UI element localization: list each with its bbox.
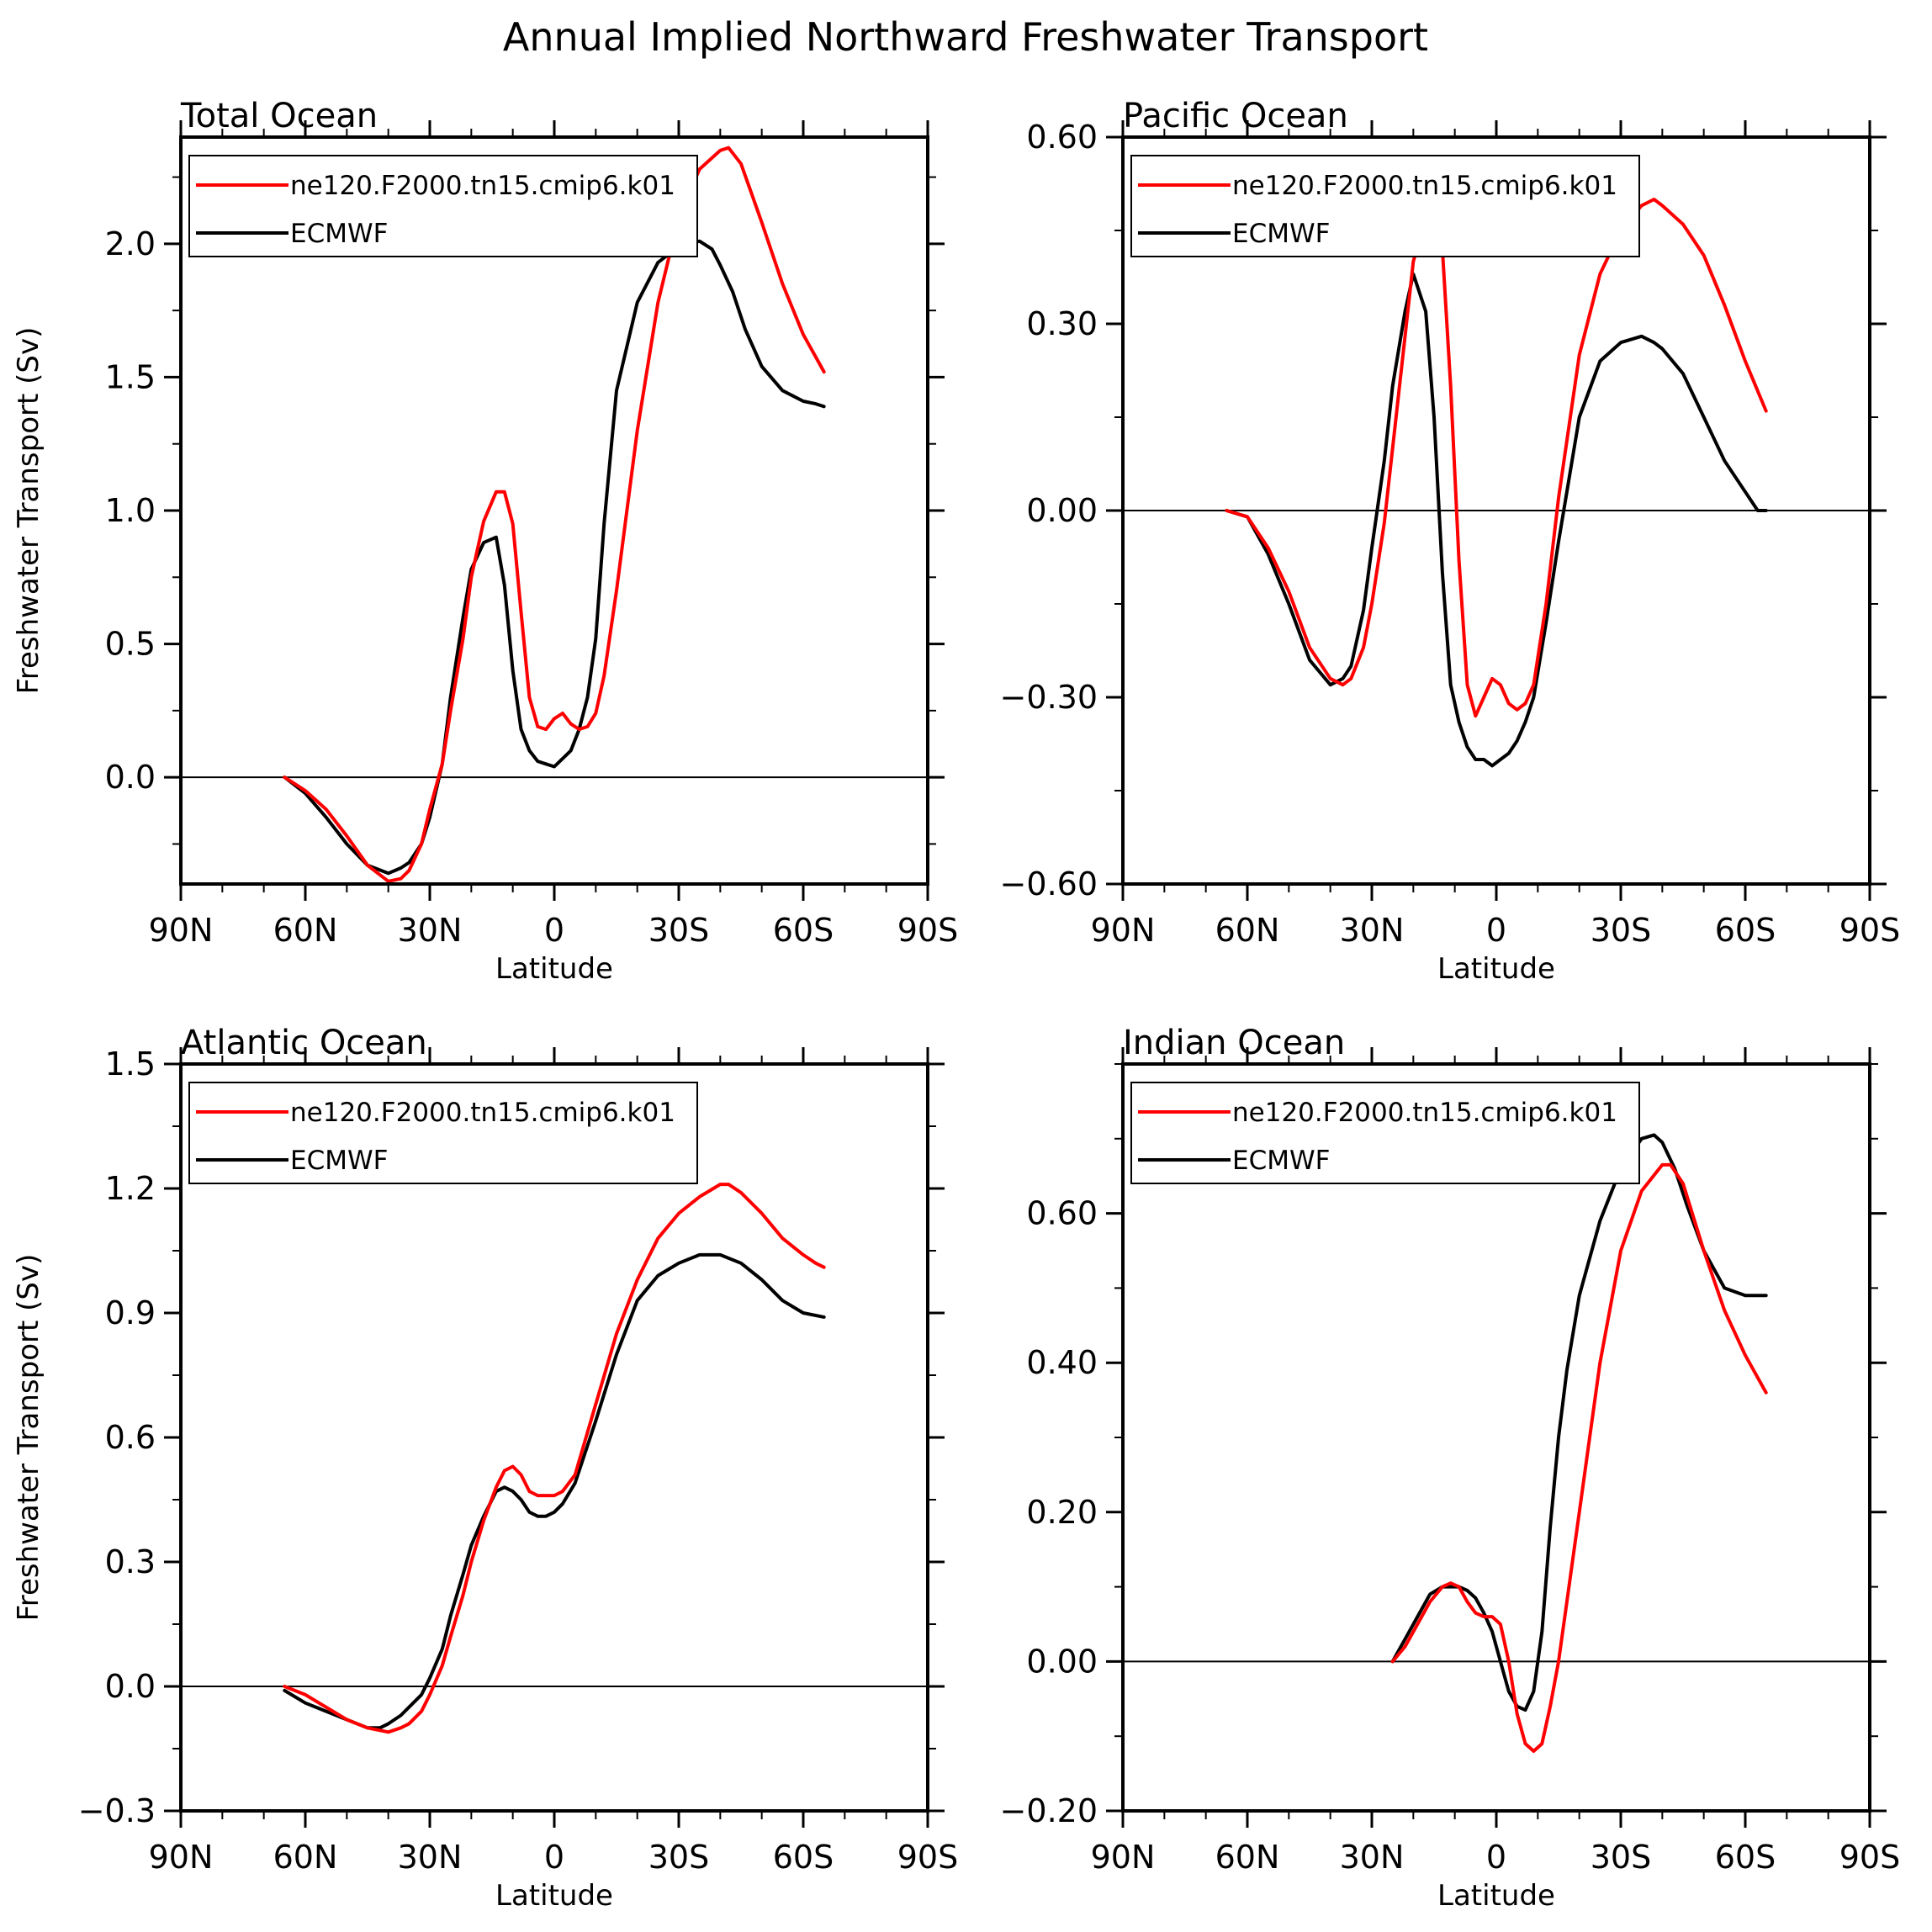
x-tick-label: 90S bbox=[897, 912, 958, 949]
legend-label-ecmwf: ECMWF bbox=[290, 1146, 388, 1176]
x-tick-label: 90S bbox=[1839, 912, 1900, 949]
panels: Total Ocean 90N 60N 30N 0 30S 60S 90S 0.0 0.5 1.0 1… bbox=[12, 97, 1900, 1913]
plot-frame bbox=[179, 135, 929, 886]
x-tick-label: 30N bbox=[1340, 912, 1405, 949]
y-tick-label: 0.40 bbox=[1026, 1344, 1098, 1381]
y-tick-label: 0.6 bbox=[105, 1419, 156, 1456]
legend: ne120.F2000.tn15.cmip6.k01 ECMWF bbox=[188, 1082, 698, 1184]
legend-box bbox=[188, 155, 698, 257]
x-tick-label: 30S bbox=[1591, 1839, 1651, 1876]
y-tick-label: 0.5 bbox=[105, 626, 156, 663]
series-line-ne120-f2000-tn15-cmip6-k01 bbox=[1390, 1162, 1768, 1753]
x-tick-label: 30S bbox=[648, 1839, 709, 1876]
x-tick-label: 90N bbox=[149, 1839, 214, 1876]
x-tick-label: 60N bbox=[1215, 912, 1280, 949]
x-tick-label: 30S bbox=[1591, 912, 1651, 949]
x-axis-label: Latitude bbox=[1437, 952, 1555, 986]
x-tick-label: 90S bbox=[1839, 1839, 1900, 1876]
plot-frame bbox=[1121, 135, 1871, 886]
y-axis-label: Freshwater Transport (Sv) bbox=[12, 1254, 45, 1622]
panel-atlantic-ocean: Atlantic Ocean 90N 60N 30N 0 30S 60S 90S −0.3 0.0… bbox=[12, 1024, 958, 1913]
legend-box bbox=[1130, 155, 1640, 257]
x-tick-label: 60N bbox=[1215, 1839, 1280, 1876]
x-tick-label: 30S bbox=[648, 912, 709, 949]
series-line-ecmwf bbox=[1390, 1133, 1768, 1712]
legend-label-ecmwf: ECMWF bbox=[290, 219, 388, 249]
y-tick-label: 1.5 bbox=[105, 358, 156, 395]
x-tick-label: 60N bbox=[273, 1839, 338, 1876]
x-tick-label: 90N bbox=[149, 912, 214, 949]
legend-label-ne120-f2000-tn15-cmip6-k01: ne120.F2000.tn15.cmip6.k01 bbox=[290, 1098, 675, 1128]
x-tick-label: 60S bbox=[1715, 912, 1776, 949]
y-tick-label: −0.60 bbox=[1000, 865, 1098, 902]
x-tick-label: 90N bbox=[1091, 1839, 1156, 1876]
y-tick-label: 0.0 bbox=[105, 1668, 156, 1705]
y-tick-label: −0.30 bbox=[1000, 679, 1098, 716]
series-line-ecmwf bbox=[1225, 272, 1768, 768]
x-tick-label: 60S bbox=[773, 912, 834, 949]
x-tick-label: 0 bbox=[1486, 912, 1506, 949]
x-axis-label: Latitude bbox=[495, 1879, 613, 1913]
y-tick-label: 0.30 bbox=[1026, 305, 1098, 342]
x-tick-label: 60S bbox=[1715, 1839, 1776, 1876]
x-axis-label: Latitude bbox=[495, 952, 613, 986]
series-line-ne120-f2000-tn15-cmip6-k01 bbox=[1225, 198, 1768, 718]
legend: ne120.F2000.tn15.cmip6.k01 ECMWF bbox=[188, 155, 698, 257]
y-tick-label: 0.3 bbox=[105, 1543, 156, 1580]
x-tick-label: 0 bbox=[544, 912, 564, 949]
series-group bbox=[283, 146, 826, 883]
legend: ne120.F2000.tn15.cmip6.k01 ECMWF bbox=[1130, 1082, 1640, 1184]
y-tick-label: 0.00 bbox=[1026, 1643, 1098, 1680]
legend-label-ne120-f2000-tn15-cmip6-k01: ne120.F2000.tn15.cmip6.k01 bbox=[1232, 1098, 1617, 1128]
series-line-ne120-f2000-tn15-cmip6-k01 bbox=[283, 1183, 826, 1734]
legend-label-ne120-f2000-tn15-cmip6-k01: ne120.F2000.tn15.cmip6.k01 bbox=[290, 171, 675, 201]
x-tick-label: 30N bbox=[398, 912, 463, 949]
y-tick-label: 0.00 bbox=[1026, 492, 1098, 529]
y-tick-label: 0.60 bbox=[1026, 119, 1098, 156]
y-tick-label: 1.5 bbox=[105, 1045, 156, 1082]
series-line-ne120-f2000-tn15-cmip6-k01 bbox=[283, 146, 826, 883]
legend-label-ecmwf: ECMWF bbox=[1232, 219, 1330, 249]
y-tick-label: 1.0 bbox=[105, 492, 156, 529]
y-tick-label: 0.60 bbox=[1026, 1195, 1098, 1232]
y-tick-label: 1.2 bbox=[105, 1170, 156, 1207]
legend-box bbox=[1130, 1082, 1640, 1184]
x-tick-label: 0 bbox=[544, 1839, 564, 1876]
series-group bbox=[283, 1183, 826, 1734]
x-tick-label: 30N bbox=[1340, 1839, 1405, 1876]
y-axis-label: Freshwater Transport (Sv) bbox=[12, 327, 45, 695]
legend: ne120.F2000.tn15.cmip6.k01 ECMWF bbox=[1130, 155, 1640, 257]
panel-indian-ocean: Indian Ocean 90N 60N 30N 0 30S 60S 90S −0.20 0.00… bbox=[1000, 1024, 1901, 1913]
legend-label-ecmwf: ECMWF bbox=[1232, 1146, 1330, 1176]
x-tick-label: 30N bbox=[398, 1839, 463, 1876]
legend-label-ne120-f2000-tn15-cmip6-k01: ne120.F2000.tn15.cmip6.k01 bbox=[1232, 171, 1617, 201]
plot-frame bbox=[1121, 1062, 1871, 1813]
series-group bbox=[1225, 198, 1768, 768]
series-group bbox=[1390, 1133, 1768, 1753]
legend-box bbox=[188, 1082, 698, 1184]
figure-title: Annual Implied Northward Freshwater Tran… bbox=[503, 14, 1428, 60]
panel-total-ocean: Total Ocean 90N 60N 30N 0 30S 60S 90S 0.0 0.5 1.0 1… bbox=[12, 97, 958, 986]
y-tick-label: −0.20 bbox=[1000, 1792, 1098, 1829]
y-tick-label: 0.9 bbox=[105, 1294, 156, 1331]
y-tick-label: 0.0 bbox=[105, 759, 156, 796]
panel-title-pacific-ocean: Pacific Ocean bbox=[1123, 97, 1348, 135]
panel-title-indian-ocean: Indian Ocean bbox=[1123, 1024, 1345, 1062]
panel-title-total-ocean: Total Ocean bbox=[180, 97, 378, 135]
series-line-ecmwf bbox=[283, 239, 826, 876]
plot-frame bbox=[179, 1062, 929, 1813]
y-tick-label: −0.3 bbox=[78, 1792, 156, 1829]
series-line-ecmwf bbox=[283, 1252, 826, 1730]
x-tick-label: 0 bbox=[1486, 1839, 1506, 1876]
panel-pacific-ocean: Pacific Ocean 90N 60N 30N 0 30S 60S 90S −0.60 −0.… bbox=[1000, 97, 1901, 986]
x-tick-label: 60S bbox=[773, 1839, 834, 1876]
y-tick-label: 2.0 bbox=[105, 225, 156, 262]
y-tick-label: 0.20 bbox=[1026, 1494, 1098, 1531]
x-axis-label: Latitude bbox=[1437, 1879, 1555, 1913]
x-tick-label: 90N bbox=[1091, 912, 1156, 949]
panel-title-atlantic-ocean: Atlantic Ocean bbox=[181, 1024, 427, 1062]
x-tick-label: 90S bbox=[897, 1839, 958, 1876]
x-tick-label: 60N bbox=[273, 912, 338, 949]
